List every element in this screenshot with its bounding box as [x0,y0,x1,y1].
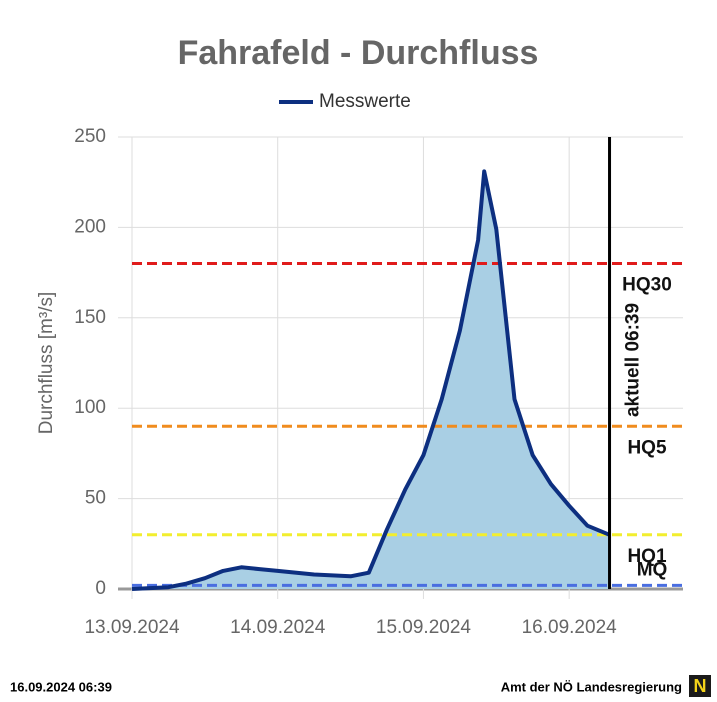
threshold-label: HQ30 [622,275,672,296]
y-axis-title: Durchfluss [m³/s] [36,292,57,435]
x-tick-label: 14.09.2024 [230,617,326,638]
x-tick-label: 13.09.2024 [84,617,180,638]
logo: N [689,675,711,697]
line [131,169,611,591]
footer-date: 16.09.2024 06:39 [10,679,112,694]
threshold-label: HQ1 [627,546,667,567]
x-tick-label: 15.09.2024 [376,617,472,638]
y-tick-label: 0 [95,578,106,599]
y-tick-label: 200 [74,216,106,237]
footer-source: Amt der NÖ Landesregierung [501,679,682,694]
svg-text:N: N [694,676,707,696]
chart-title: Fahrafeld - Durchfluss [178,34,539,72]
threshold-label: MQ [637,559,668,580]
x-tick-label: 16.09.2024 [522,617,618,638]
threshold-label: HQ5 [627,437,667,458]
y-tick-label: 100 [74,397,106,418]
area [132,171,610,589]
legend-label: Messwerte [319,91,411,112]
y-tick-label: 150 [74,307,106,328]
current-marker-label: aktuell 06:39 [623,303,644,417]
y-tick-label: 50 [85,488,106,509]
y-tick-label: 250 [74,126,106,147]
